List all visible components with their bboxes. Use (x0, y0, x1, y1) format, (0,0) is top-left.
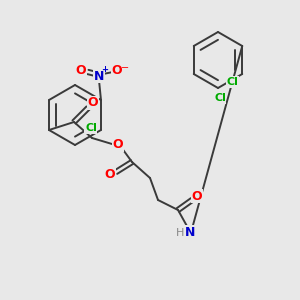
Text: +: + (101, 65, 109, 74)
Text: N: N (94, 70, 104, 83)
Text: O: O (105, 169, 115, 182)
Text: O: O (112, 64, 122, 76)
Text: Cl: Cl (226, 77, 238, 87)
Text: H: H (176, 228, 184, 238)
Text: O: O (192, 190, 202, 202)
Text: O: O (88, 97, 98, 110)
Text: O: O (76, 64, 86, 76)
Text: O: O (113, 139, 123, 152)
Text: −: − (121, 63, 129, 73)
Text: Cl: Cl (85, 123, 97, 133)
Text: N: N (185, 226, 195, 238)
Text: Cl: Cl (214, 93, 226, 103)
